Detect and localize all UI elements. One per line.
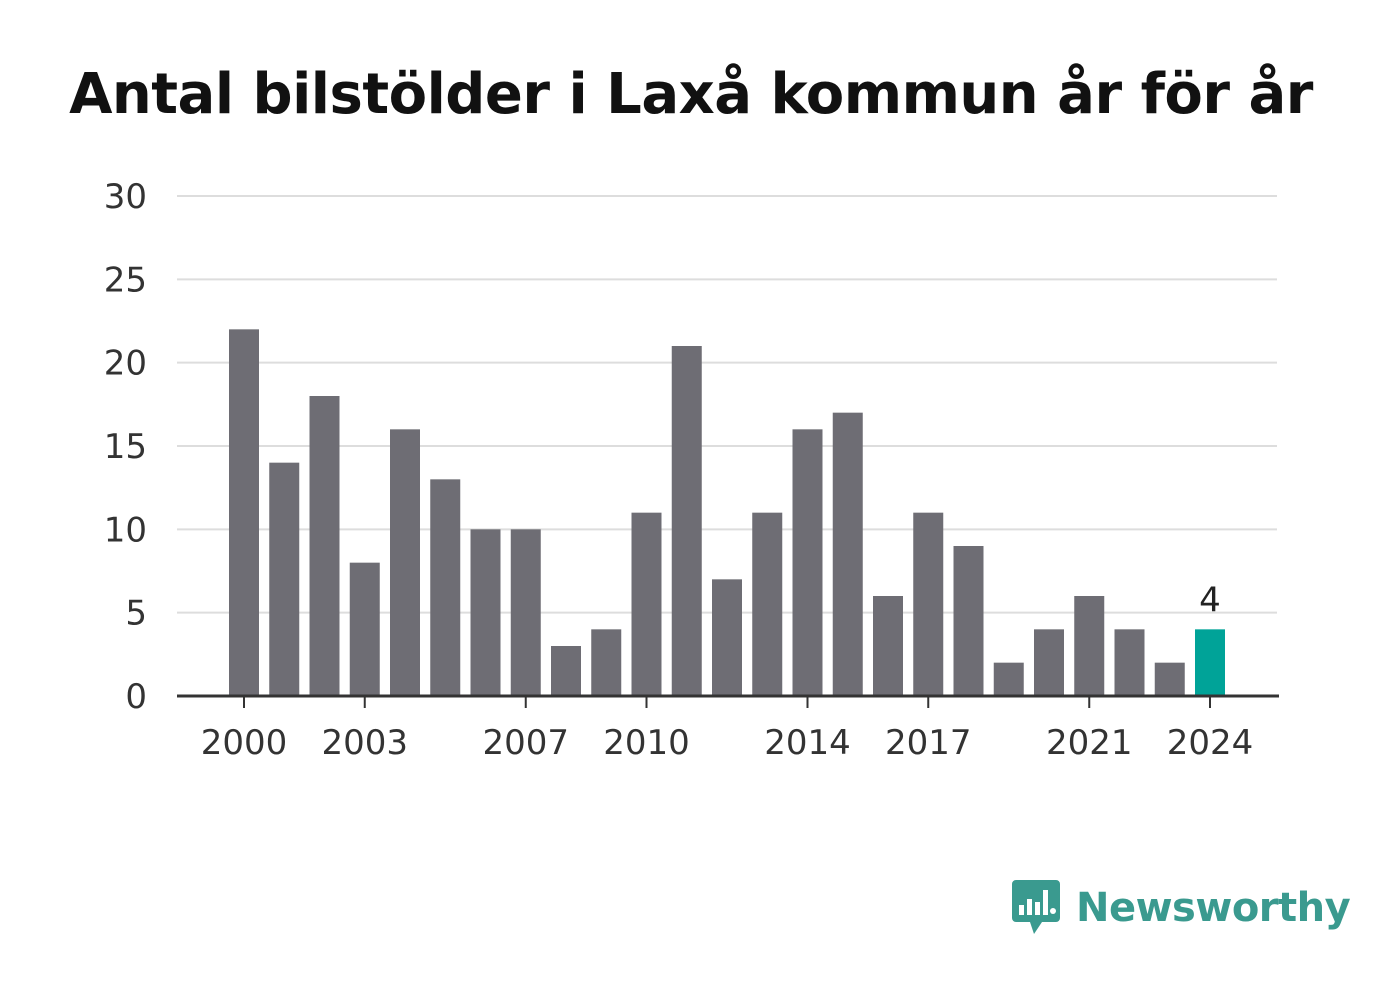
bar-2000 [229, 329, 259, 696]
bar-2020 [1034, 629, 1064, 696]
bar-2024 [1195, 629, 1225, 696]
bars [229, 329, 1225, 696]
bar-2006 [470, 529, 501, 696]
logo-text: Newsworthy [1076, 885, 1351, 931]
bar-2019 [993, 662, 1024, 696]
bar-2017 [913, 512, 944, 696]
bar-2003 [349, 562, 380, 696]
y-tick-label-20: 20 [104, 344, 147, 384]
bar-2004 [390, 429, 420, 696]
x-tick-label-2024: 2024 [1167, 723, 1254, 763]
x-tick-label-2021: 2021 [1046, 723, 1133, 763]
y-tick-label-25: 25 [104, 260, 147, 300]
bar-2018 [953, 546, 984, 696]
bar-2008 [551, 646, 581, 696]
chart-title: Antal bilstölder i Laxå kommun år för år [69, 62, 1313, 127]
newsworthy-chat-chart-icon [1012, 880, 1060, 934]
bar-2010 [631, 512, 662, 696]
y-tick-label-15: 15 [104, 427, 147, 467]
bar-2022 [1114, 629, 1145, 696]
bar-2011 [671, 346, 702, 696]
bar-2001 [269, 462, 300, 696]
x-tick-label-2017: 2017 [885, 723, 972, 763]
bar-2015 [832, 412, 863, 696]
bar-2009 [591, 629, 622, 696]
x-tick-label-2007: 2007 [482, 723, 569, 763]
y-axis: 0 5 10 15 20 25 30 [104, 177, 147, 717]
x-tick-label-2014: 2014 [764, 723, 851, 763]
grid-lines [177, 195, 1277, 614]
bar-2023 [1154, 662, 1185, 696]
x-tick-label-2000: 2000 [201, 723, 288, 763]
newsworthy-logo: Newsworthy [1010, 878, 1351, 938]
bar-2007 [510, 529, 541, 696]
y-tick-label-0: 0 [125, 677, 147, 717]
y-tick-label-30: 30 [104, 177, 147, 217]
bar-2021 [1074, 596, 1105, 696]
value-labels: 4 [1199, 580, 1221, 620]
bar-2012 [712, 579, 742, 696]
x-tick-label-2003: 2003 [321, 723, 408, 763]
x-tick-label-2010: 2010 [603, 723, 690, 763]
bar-2014 [792, 429, 823, 696]
y-tick-label-5: 5 [125, 594, 147, 634]
bar-2005 [430, 479, 461, 696]
bar-2013 [752, 512, 783, 696]
bar-2002 [309, 396, 340, 696]
bar-2016 [873, 596, 903, 696]
value-label-2024: 4 [1199, 580, 1221, 620]
y-tick-label-10: 10 [104, 510, 147, 550]
x-axis: 2000 2003 2007 2010 2014 2017 2021 2024 [177, 694, 1279, 763]
